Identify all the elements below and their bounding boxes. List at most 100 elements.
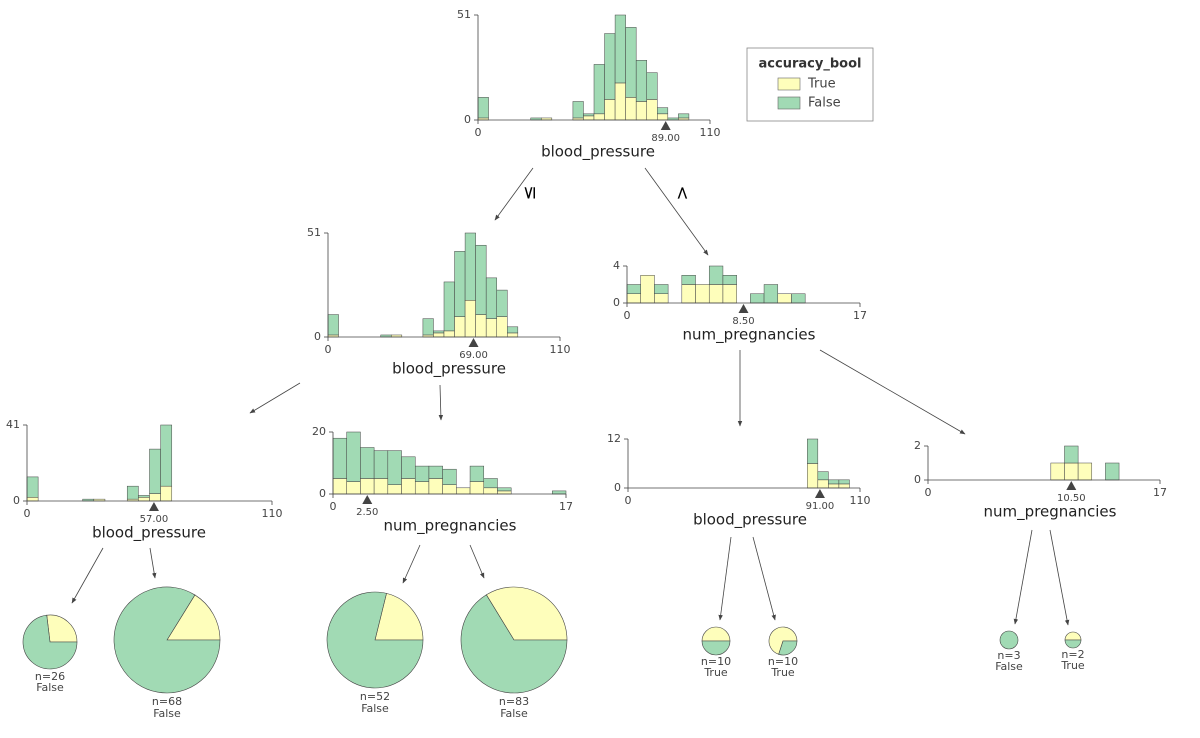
bar-true <box>454 316 466 338</box>
bar-true <box>593 113 605 121</box>
bar-true <box>626 293 641 304</box>
bar-false <box>626 284 641 294</box>
edge <box>644 167 709 256</box>
bar-true <box>464 300 476 338</box>
bar-false <box>583 113 595 117</box>
bar-false <box>454 251 466 317</box>
bar-false <box>552 490 567 495</box>
pie-slice <box>1064 639 1082 649</box>
pie-slice <box>166 594 221 641</box>
legend-swatch <box>777 96 801 110</box>
feature-label: blood_pressure <box>541 143 655 162</box>
y-tick-label: 41 <box>6 418 20 431</box>
bar-false <box>681 275 696 285</box>
x-tick-label: 0 <box>624 309 631 322</box>
bar-true <box>507 332 519 338</box>
bar-true <box>414 481 430 495</box>
x-tick-label: 110 <box>262 507 283 520</box>
bar-true <box>443 330 455 338</box>
y-tick-label: 0 <box>319 487 326 500</box>
bar-false <box>373 450 389 479</box>
bar-false <box>327 314 339 336</box>
x-tick-label: 0 <box>330 500 337 513</box>
bar-true <box>1050 462 1065 481</box>
bar-true <box>777 293 792 304</box>
bar-false <box>496 289 508 317</box>
split-label: 2.50 <box>356 507 378 518</box>
split-label: 10.50 <box>1057 493 1086 504</box>
pie-slice <box>113 586 221 694</box>
bar-false <box>614 14 626 84</box>
bar-true <box>828 483 840 489</box>
bar-true <box>640 275 655 304</box>
pie-slice <box>485 586 568 641</box>
bar-true <box>497 490 512 495</box>
split-label: 89.00 <box>651 133 680 144</box>
bar-true <box>1077 462 1093 481</box>
bar-false <box>443 281 455 332</box>
x-tick-label: 0 <box>24 507 31 520</box>
feature-label: blood_pressure <box>392 360 506 379</box>
bar-true <box>496 316 508 338</box>
bar-true <box>485 318 497 338</box>
leaf-count: n=52 <box>360 690 390 703</box>
bar-false <box>625 27 637 98</box>
bar-false <box>332 437 347 479</box>
bar-false <box>138 495 150 498</box>
bar-true <box>428 478 443 495</box>
bar-true <box>695 284 710 304</box>
y-tick-label: 0 <box>13 494 20 507</box>
edge <box>752 536 776 621</box>
bar-false <box>791 293 806 304</box>
legend-box <box>746 47 874 122</box>
bar-false <box>126 485 139 500</box>
bar-true <box>433 332 445 338</box>
leaf-count: n=68 <box>152 695 182 708</box>
x-tick-label: 110 <box>850 494 871 507</box>
edge <box>1049 529 1070 626</box>
bar-true <box>625 97 637 121</box>
bar-false <box>635 60 647 102</box>
split-marker <box>738 304 749 313</box>
bar-false <box>149 448 161 494</box>
legend-label: True <box>807 77 836 92</box>
bar-false <box>654 284 669 294</box>
edge <box>402 544 421 584</box>
x-tick-label: 0 <box>325 343 332 356</box>
bar-true <box>475 314 487 338</box>
split-marker <box>362 495 373 504</box>
split-label: 57.00 <box>140 514 169 525</box>
leaf-class: True <box>770 666 795 679</box>
bar-false <box>838 479 850 485</box>
bar-true <box>456 487 471 495</box>
feature-label: blood_pressure <box>92 524 206 543</box>
edge <box>469 544 485 579</box>
bar-true <box>1064 462 1079 481</box>
edge-label: > <box>672 185 693 200</box>
split-marker <box>148 502 159 511</box>
pie-slice <box>701 640 731 656</box>
split-label: 8.50 <box>732 316 754 327</box>
split-marker <box>814 489 825 498</box>
leaf-class: False <box>361 702 389 715</box>
pie-slice <box>460 594 568 694</box>
bar-false <box>433 330 445 334</box>
pie-slice <box>701 626 731 642</box>
x-tick-label: 0 <box>475 126 482 139</box>
bar-true <box>373 478 389 495</box>
bar-false <box>160 424 173 487</box>
y-tick-label: 12 <box>607 432 621 445</box>
bar-true <box>138 497 150 502</box>
bar-false <box>464 232 476 301</box>
y-tick-label: 0 <box>914 473 921 486</box>
bar-true <box>635 101 647 121</box>
bar-true <box>401 478 416 495</box>
bar-false <box>817 471 829 481</box>
bar-false <box>414 465 430 482</box>
bar-false <box>485 277 497 319</box>
pie-slice <box>768 626 798 655</box>
bar-false <box>26 476 39 498</box>
y-tick-label: 0 <box>613 296 620 309</box>
bar-true <box>346 481 361 495</box>
